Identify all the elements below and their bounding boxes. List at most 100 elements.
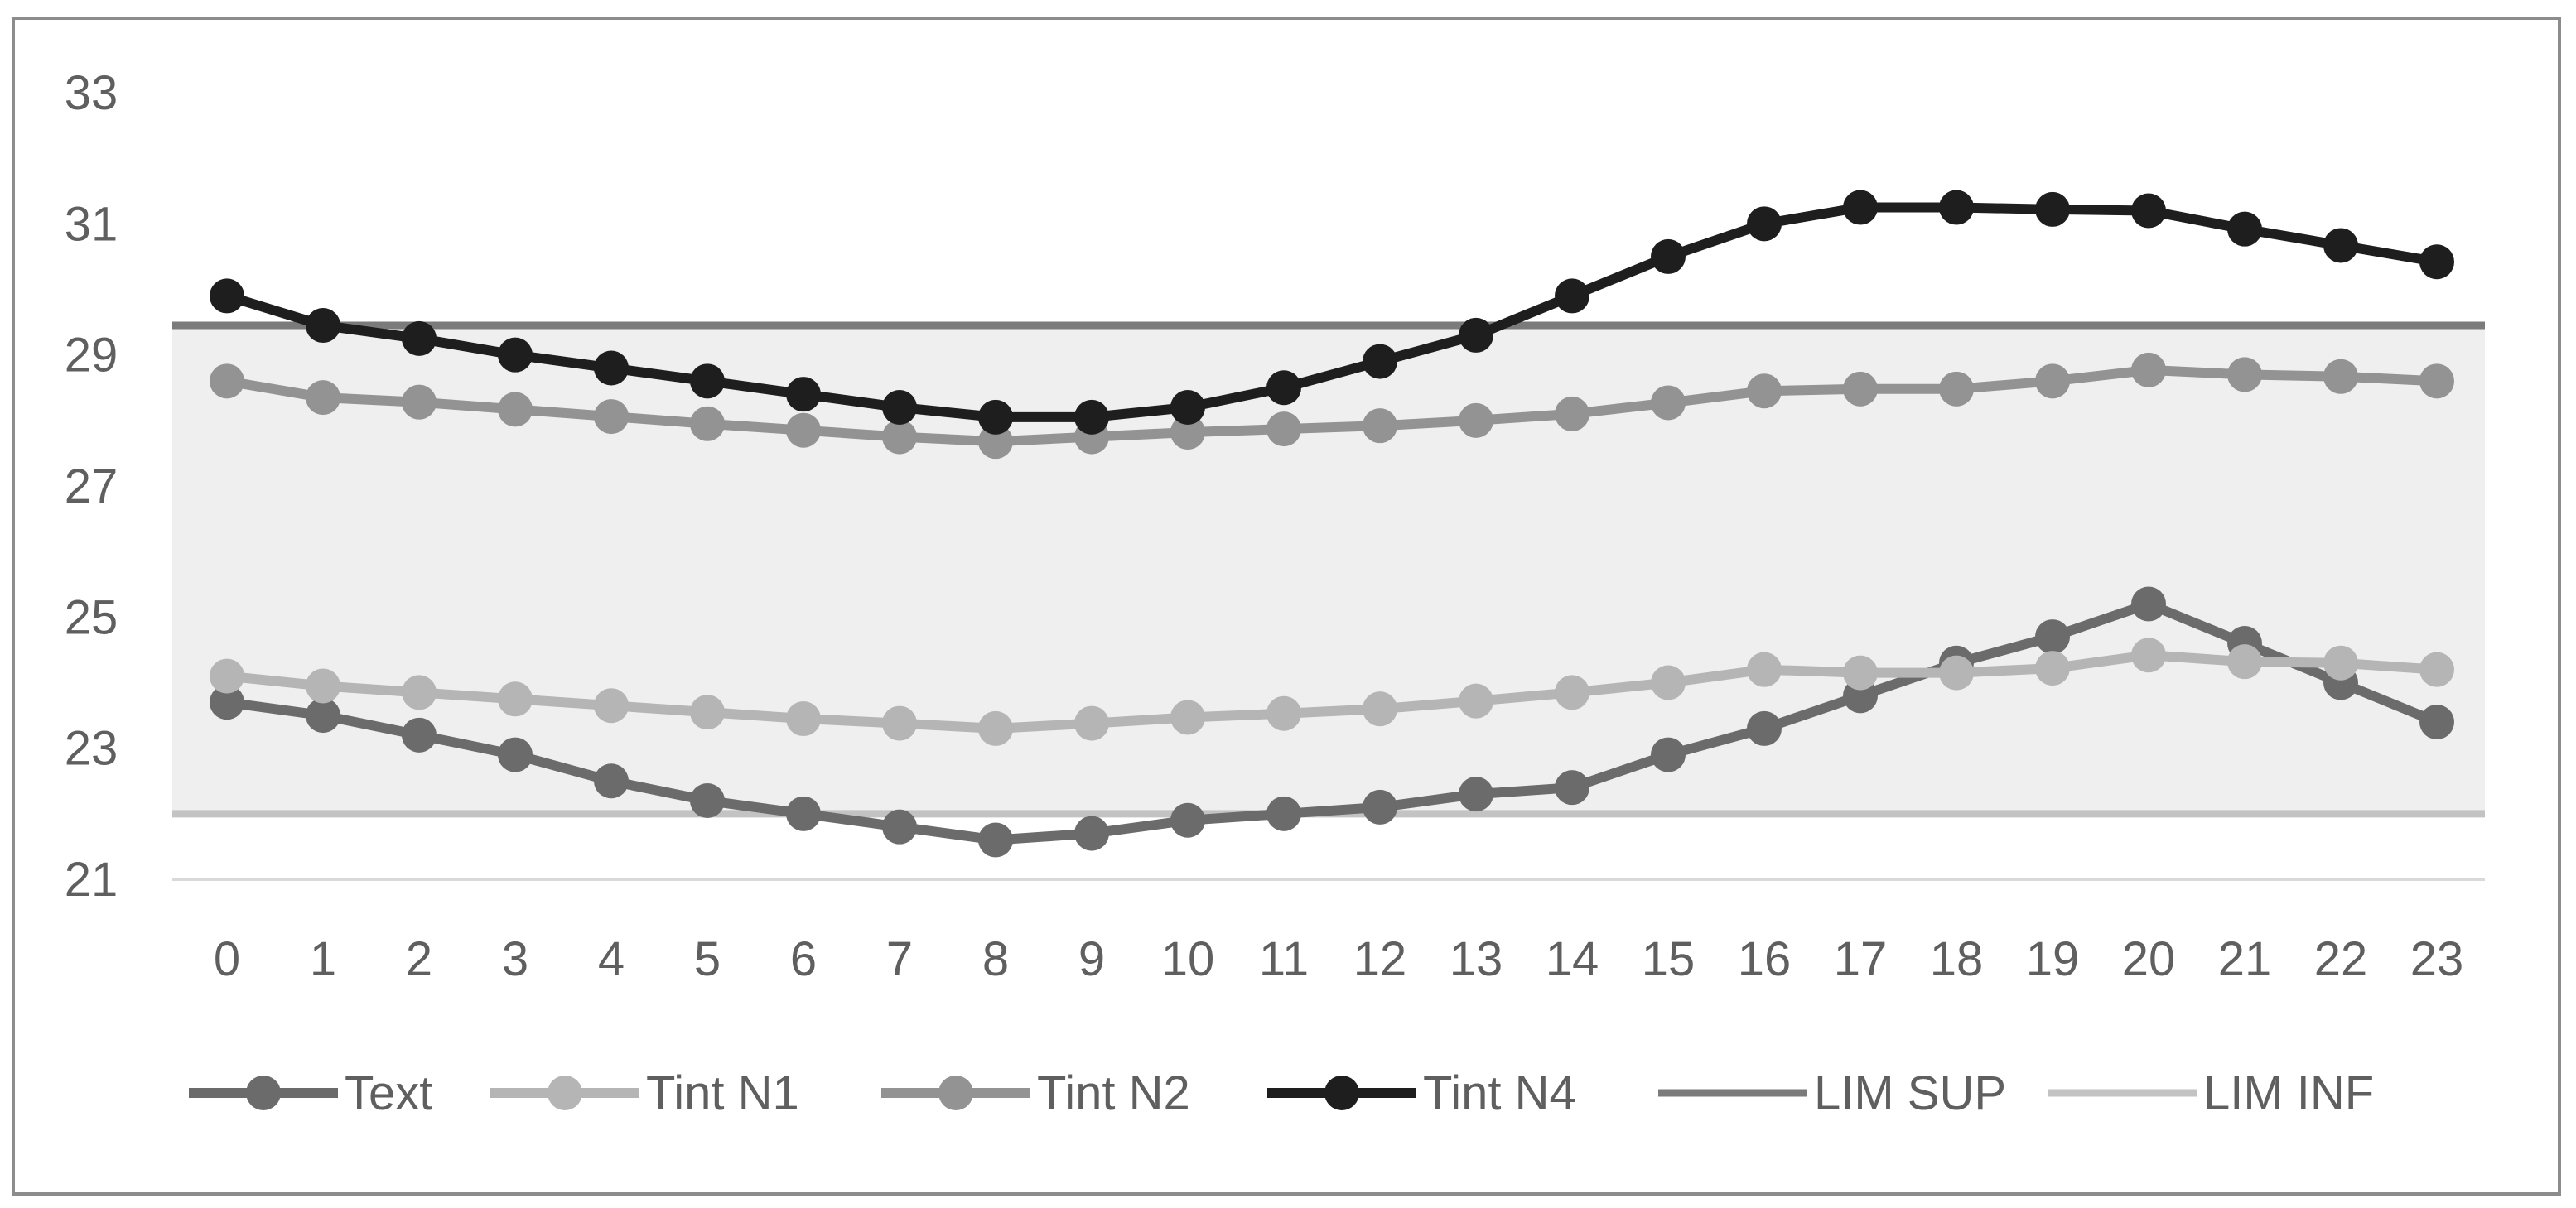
x-tick-label: 22: [2314, 932, 2368, 986]
data-point-tint-n4: [402, 320, 437, 356]
data-point-tint-n4: [786, 377, 821, 412]
data-point-tint-n1: [402, 675, 437, 710]
data-point-text: [2419, 705, 2454, 739]
data-point-text: [402, 717, 437, 753]
legend-label: Tint N2: [1037, 1066, 1190, 1120]
data-point-tint-n2: [786, 412, 821, 448]
legend-label: LIM INF: [2203, 1066, 2374, 1120]
data-point-tint-n4: [2131, 193, 2166, 229]
x-tick-label: 23: [2410, 932, 2464, 986]
data-point-tint-n1: [1459, 683, 1493, 719]
data-point-text: [498, 737, 533, 772]
data-point-tint-n2: [210, 363, 244, 399]
comfort-band: [172, 325, 2485, 814]
data-point-tint-n4: [1651, 238, 1686, 274]
data-point-tint-n2: [2419, 363, 2454, 399]
data-point-tint-n1: [882, 705, 917, 741]
x-tick-label: 8: [982, 932, 1009, 986]
legend-swatch-marker: [1324, 1076, 1359, 1110]
data-point-tint-n1: [2323, 645, 2358, 681]
data-point-text: [210, 685, 244, 720]
data-point-tint-n4: [594, 350, 629, 386]
data-point-text: [1651, 737, 1686, 772]
data-point-tint-n4: [882, 390, 917, 425]
data-point-tint-n4: [210, 278, 244, 314]
x-tick-label: 16: [1738, 932, 1792, 986]
data-point-tint-n2: [1843, 371, 1878, 407]
x-tick-label: 5: [694, 932, 721, 986]
data-point-tint-n4: [2419, 244, 2454, 280]
data-point-tint-n2: [690, 406, 725, 441]
data-point-tint-n1: [978, 710, 1013, 746]
data-point-tint-n4: [1843, 190, 1878, 225]
data-point-tint-n2: [2227, 357, 2262, 392]
legend-swatch-marker: [246, 1076, 281, 1110]
legend-item-text: Text: [189, 1066, 432, 1120]
y-tick-label: 21: [65, 853, 118, 907]
series-tint-n1: [210, 638, 2454, 746]
data-point-tint-n1: [2035, 651, 2070, 686]
x-tick-label: 20: [2122, 932, 2176, 986]
legend-label: Tint N1: [646, 1066, 799, 1120]
data-point-tint-n2: [1747, 373, 1782, 409]
series-text: [210, 586, 2454, 858]
data-point-tint-n2: [1651, 385, 1686, 421]
data-point-tint-n1: [594, 688, 629, 724]
x-tick-label: 21: [2218, 932, 2272, 986]
data-point-tint-n2: [1459, 402, 1493, 438]
data-point-tint-n1: [690, 695, 725, 730]
legend-item-tint-n4: Tint N4: [1267, 1066, 1576, 1120]
data-point-tint-n1: [786, 701, 821, 737]
data-point-text: [594, 763, 629, 799]
data-point-tint-n1: [2227, 644, 2262, 680]
data-point-tint-n1: [1747, 652, 1782, 687]
data-point-tint-n1: [498, 681, 533, 717]
x-tick-label: 9: [1078, 932, 1105, 986]
data-point-tint-n2: [498, 392, 533, 427]
x-tick-label: 7: [886, 932, 913, 986]
data-point-tint-n1: [306, 668, 340, 704]
x-tick-label: 2: [406, 932, 432, 986]
legend-label: Tint N4: [1423, 1066, 1576, 1120]
legend-item-tint-n2: Tint N2: [881, 1066, 1190, 1120]
data-point-tint-n2: [2035, 363, 2070, 399]
data-point-tint-n1: [2131, 638, 2166, 673]
x-tick-label: 17: [1834, 932, 1888, 986]
y-tick-label: 23: [65, 722, 118, 776]
data-point-text: [690, 783, 725, 818]
data-point-text: [306, 698, 340, 734]
x-tick-label: 14: [1546, 932, 1599, 986]
data-point-tint-n2: [882, 419, 917, 455]
x-tick-label: 19: [2026, 932, 2080, 986]
data-point-text: [1459, 777, 1493, 812]
data-point-tint-n1: [1843, 655, 1878, 691]
data-point-tint-n2: [2131, 352, 2166, 387]
data-point-tint-n2: [594, 399, 629, 435]
x-tick-label: 10: [1161, 932, 1215, 986]
data-point-tint-n4: [306, 308, 340, 344]
data-point-tint-n4: [1747, 206, 1782, 242]
data-point-tint-n2: [2323, 359, 2358, 394]
data-point-text: [978, 822, 1013, 858]
x-tick-label: 4: [598, 932, 625, 986]
x-tick-label: 1: [310, 932, 336, 986]
series-tint-n2: [210, 352, 2454, 460]
data-point-tint-n1: [1074, 705, 1109, 741]
data-point-tint-n2: [1939, 371, 1974, 407]
x-tick-label: 0: [214, 932, 240, 986]
data-point-tint-n1: [1651, 665, 1686, 700]
data-point-tint-n4: [1939, 190, 1974, 225]
data-point-tint-n4: [1555, 278, 1589, 314]
data-point-tint-n4: [978, 399, 1013, 435]
y-tick-label: 25: [65, 590, 118, 644]
legend-label: LIM SUP: [1814, 1066, 2006, 1120]
legend-item-lim-sup: LIM SUP: [1658, 1066, 2006, 1120]
y-tick-label: 29: [65, 329, 118, 383]
legend: Text Tint N1 Tint N2 Tint N4 LIM SUP LIM INF: [189, 1066, 2374, 1120]
data-point-tint-n2: [1363, 408, 1397, 444]
x-tick-label: 6: [790, 932, 817, 986]
data-point-text: [786, 796, 821, 831]
data-point-tint-n4: [2323, 228, 2358, 263]
data-point-tint-n4: [498, 337, 533, 373]
